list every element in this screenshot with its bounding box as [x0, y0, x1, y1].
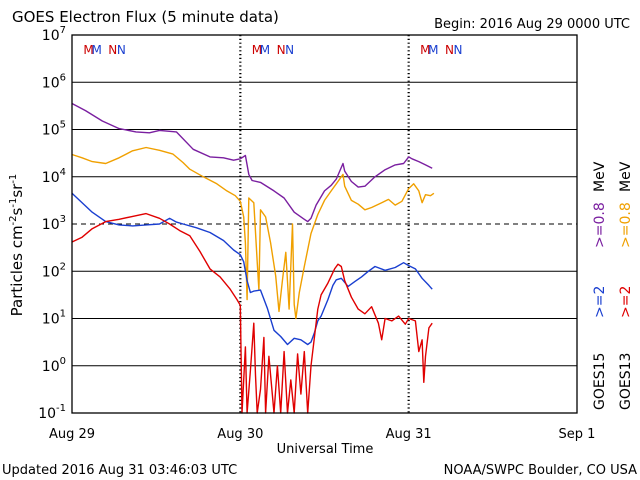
- data-series: [71, 102, 435, 414]
- ylabel-s: s: [8, 207, 26, 215]
- y-tick-label: 104: [42, 167, 66, 186]
- ylabel-exp-s: -1: [8, 198, 19, 208]
- y-axis-label: Particles cm-2s-1sr-1: [8, 174, 26, 317]
- x-tick-label: Aug 29: [49, 427, 95, 442]
- marker-letter: N: [445, 43, 454, 57]
- ylabel-main: Particles cm: [8, 225, 26, 316]
- series-line-1: [71, 146, 435, 320]
- marker-letter: M: [420, 43, 430, 57]
- plot-frame: [71, 34, 578, 414]
- ylabel-exp-sr: -1: [8, 174, 19, 184]
- y-tick-label: 102: [42, 261, 66, 280]
- ylabel-sr: sr: [8, 183, 26, 198]
- y-tick-label: 105: [42, 120, 66, 139]
- marker-letter: M: [91, 43, 101, 57]
- ylabel-exp-cm: -2: [8, 215, 19, 225]
- x-tick-labels: Aug 29 Aug 30 Aug 31 Sep 1: [49, 427, 595, 442]
- series-line-0: [71, 102, 433, 223]
- marker-letter: M: [260, 43, 270, 57]
- y-tick-label: 106: [42, 72, 66, 91]
- marker-letter: N: [108, 43, 117, 57]
- gridlines: [72, 81, 577, 367]
- x-tick-label: Aug 30: [217, 427, 263, 442]
- y-tick-label: 10-1: [38, 403, 66, 422]
- begin-label: Begin: 2016 Aug 29 0000 UTC: [434, 17, 630, 32]
- day-markers: MM N N MM N N MM N N: [83, 35, 462, 413]
- series-line-2: [71, 192, 433, 346]
- series-line-3: [71, 212, 433, 414]
- x-axis-label: Universal Time: [277, 442, 374, 457]
- y-tick-label: 103: [42, 214, 66, 233]
- marker-letter: M: [252, 43, 262, 57]
- y-tick-label: 100: [42, 356, 66, 375]
- x-tick-label: Aug 31: [386, 427, 432, 442]
- chart-title: GOES Electron Flux (5 minute data): [12, 8, 279, 26]
- y-tick-label: 101: [42, 309, 66, 328]
- marker-letter: M: [428, 43, 438, 57]
- x-tick-label: Sep 1: [559, 427, 596, 442]
- y-tick-label: 107: [42, 25, 66, 44]
- marker-letter: N: [117, 43, 126, 57]
- marker-letter: M: [83, 43, 93, 57]
- marker-letter: N: [285, 43, 294, 57]
- marker-letter: N: [453, 43, 462, 57]
- y-tick-labels: 107 106 105 104 103 102 101 100 10-1: [38, 25, 66, 422]
- marker-letter: N: [277, 43, 286, 57]
